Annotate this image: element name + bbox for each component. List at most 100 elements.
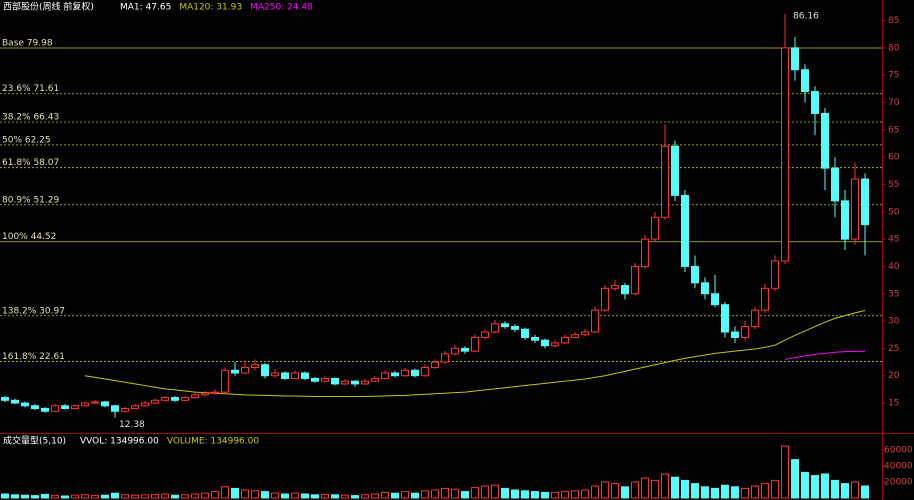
candle-body — [571, 334, 579, 338]
candle-body — [831, 167, 839, 202]
candle-body — [441, 353, 449, 363]
candle-body — [41, 408, 49, 412]
candle-body — [521, 328, 529, 338]
y-tick-label: 30 — [888, 317, 900, 327]
fib-label: 161.8% 22.61 — [2, 352, 65, 362]
candle-body — [501, 323, 509, 328]
volume-bar — [701, 486, 709, 499]
volume-bar — [531, 491, 539, 499]
legend-item: MA250: 24.48 — [250, 3, 313, 13]
legend-item: MA120: 31.93 — [179, 3, 242, 13]
candle-body — [731, 331, 739, 338]
volume-bar — [111, 492, 119, 499]
volume-bar — [241, 489, 249, 499]
volume-bar — [331, 494, 339, 499]
volume-bar — [771, 479, 779, 499]
chart-title: 西部股份(周线 前复权) — [3, 1, 94, 13]
volume-bar — [101, 494, 109, 499]
candle-body — [621, 285, 629, 295]
volume-bar — [151, 493, 159, 499]
candle-body — [101, 401, 109, 407]
volume-bar — [851, 481, 859, 499]
y-tick-label: 20 — [888, 371, 900, 381]
candle-body — [451, 347, 459, 355]
volume-bar — [161, 493, 169, 499]
volume-bar — [391, 492, 399, 499]
candle-body — [351, 380, 359, 385]
candle-body — [401, 369, 409, 377]
volume-bar — [341, 494, 349, 499]
volume-bar — [521, 490, 529, 499]
y-tick-label: 45 — [888, 235, 899, 245]
candle-body — [121, 408, 129, 412]
high-label: 86.16 — [793, 12, 819, 22]
volume-bar — [361, 494, 369, 499]
volume-bar — [201, 492, 209, 499]
candle-body — [631, 265, 639, 295]
candle-body — [391, 372, 399, 377]
volume-bar — [301, 493, 309, 499]
volume-bar — [711, 487, 719, 499]
y-tick-label: 80 — [888, 43, 900, 53]
volume-bar — [291, 492, 299, 499]
y-tick-label: 85 — [888, 16, 899, 26]
candle-body — [611, 285, 619, 289]
volume-bar — [421, 490, 429, 499]
candle-body — [461, 347, 469, 352]
candle-body — [841, 200, 849, 240]
candle-body — [681, 194, 689, 267]
candle-body — [471, 336, 479, 352]
candle-body — [291, 372, 299, 379]
candle-body — [761, 287, 769, 311]
volume-bar — [321, 493, 329, 499]
candle-body — [581, 331, 589, 336]
volume-bar — [481, 485, 489, 499]
ma-line — [784, 350, 866, 360]
candle-body — [701, 282, 709, 295]
volume-bar — [691, 483, 699, 499]
candle-body — [811, 91, 819, 114]
fib-label: 38.2% 66.43 — [2, 113, 59, 123]
candle-body — [711, 293, 719, 306]
volume-bar — [431, 489, 439, 499]
candle-body — [791, 47, 799, 71]
candle-body — [491, 323, 499, 333]
volume-bar — [671, 476, 679, 499]
candle-body — [661, 145, 669, 218]
legend-item: MA1: 47.65 — [120, 3, 171, 13]
candle-body — [241, 367, 249, 374]
candle-body — [301, 372, 309, 379]
candle-body — [371, 377, 379, 382]
y-tick-label: 60 — [888, 153, 900, 163]
volume-bar — [281, 493, 289, 499]
y-tick-label: 50 — [888, 207, 900, 217]
candle-body — [181, 397, 189, 401]
candle-body — [231, 369, 239, 374]
candle-body — [591, 309, 599, 333]
volume-bar — [571, 490, 579, 499]
volume-bar — [581, 489, 589, 499]
candle-body — [71, 405, 79, 410]
volume-bar — [11, 494, 19, 499]
y-tick-label: 35 — [888, 289, 899, 299]
candle-body — [691, 265, 699, 284]
candle-body — [341, 380, 349, 385]
fib-label: 138.2% 30.97 — [2, 306, 65, 316]
y-tick-label: 55 — [888, 180, 899, 190]
volume-bar — [71, 494, 79, 499]
candle-body — [771, 260, 779, 289]
volume-bar — [401, 491, 409, 499]
volume-bar — [451, 488, 459, 499]
volume-bar — [211, 491, 219, 499]
candle-body — [821, 112, 829, 169]
volume-bar — [81, 494, 89, 499]
candle-body — [511, 326, 519, 330]
fib-label: 23.6% 71.61 — [2, 84, 59, 94]
y-tick-label: 25 — [888, 344, 899, 354]
candle-body — [201, 392, 209, 396]
volume-bar — [741, 487, 749, 499]
volume-bar — [491, 484, 499, 499]
fib-label: 100% 44.52 — [2, 232, 56, 242]
